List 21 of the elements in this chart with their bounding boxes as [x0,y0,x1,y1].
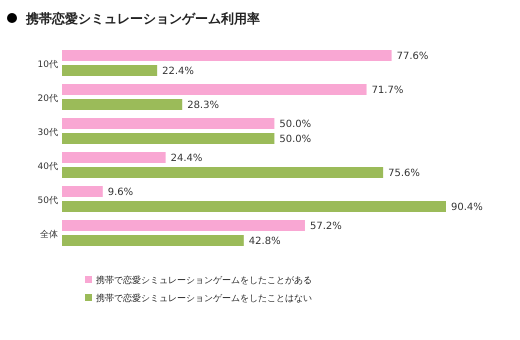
data-label: 9.6% [108,187,134,198]
data-label: 22.4% [162,66,194,77]
y-tick-label: 30代 [38,127,58,138]
data-label: 24.4% [170,153,202,164]
data-label: 77.6% [396,51,428,62]
legend-label: 携帯で恋愛シミュレーションゲームをしたことはない [96,293,312,304]
data-label: 71.7% [372,85,404,96]
data-label: 75.6% [388,168,420,179]
data-label: 50.0% [279,134,312,145]
chart-title: 携帯恋愛シミュレーションゲーム利用率 [25,11,260,27]
y-tick-label: 40代 [38,161,58,172]
data-label: 90.4% [451,202,483,213]
data-label: 57.2% [310,221,342,232]
data-label: 50.0% [279,119,312,130]
y-tick-label: 10代 [38,59,58,70]
y-tick-label: 全体 [40,229,58,240]
data-label: 28.3% [187,100,219,111]
data-label: 42.8% [248,236,281,247]
y-tick-label: 50代 [38,195,58,206]
y-tick-label: 20代 [38,93,58,104]
legend-label: 携帯で恋愛シミュレーションゲームをしたことがある [96,275,312,286]
